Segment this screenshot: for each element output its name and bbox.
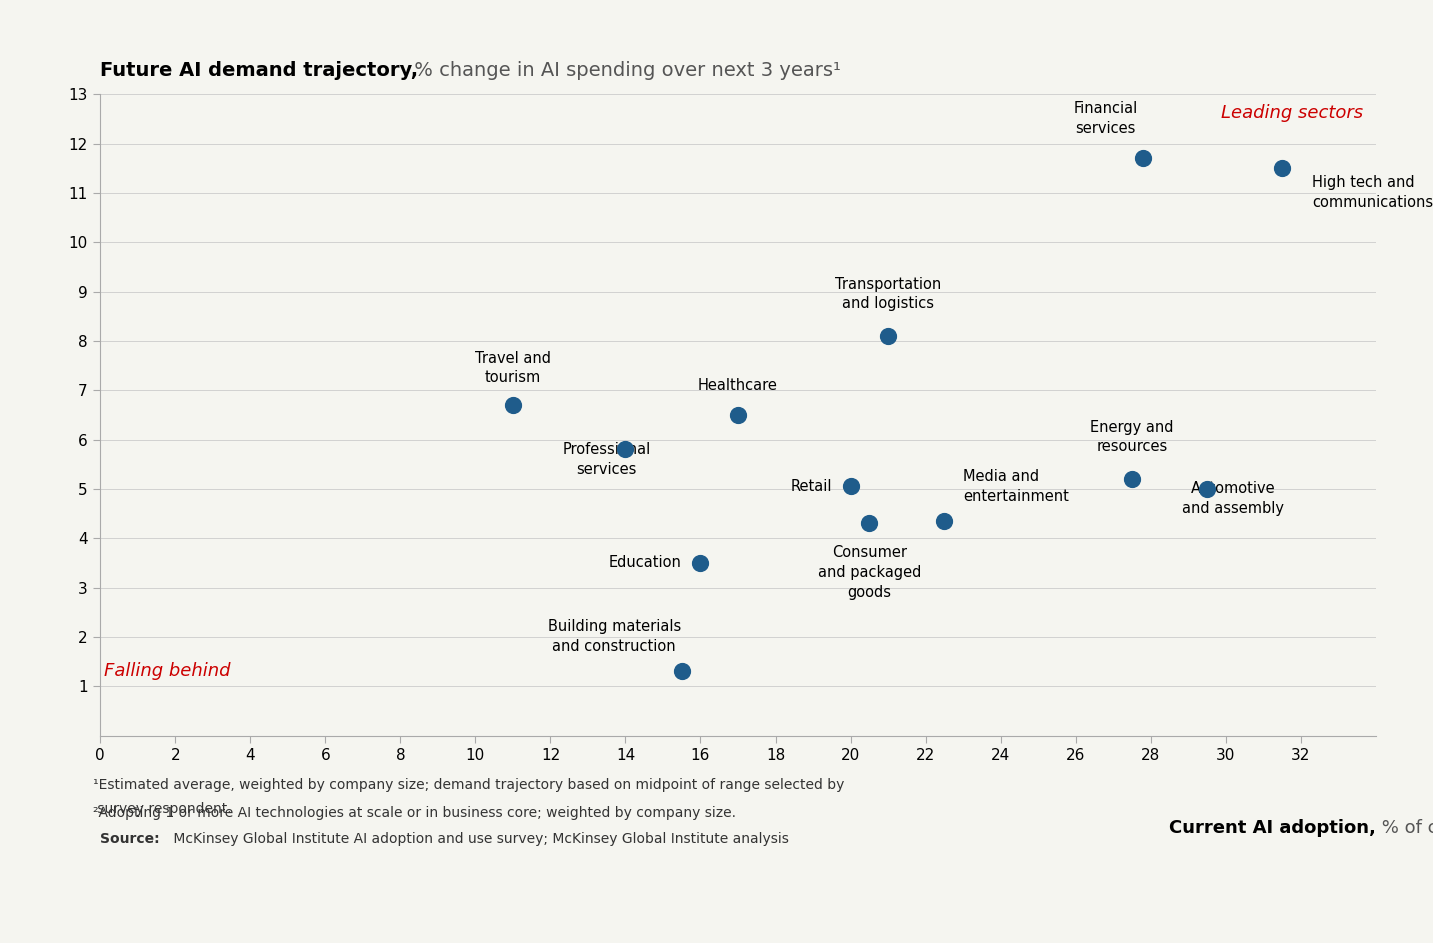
Text: Future AI demand trajectory,: Future AI demand trajectory, [100, 61, 418, 80]
Point [689, 555, 712, 571]
Text: Consumer
and packaged
goods: Consumer and packaged goods [818, 545, 921, 600]
Text: Automotive
and assembly: Automotive and assembly [1182, 481, 1284, 516]
Text: Healthcare: Healthcare [698, 378, 778, 392]
Point [502, 398, 524, 413]
Text: Travel and
tourism: Travel and tourism [474, 351, 550, 386]
Text: ¹Estimated average, weighted by company size; demand trajectory based on midpoin: ¹Estimated average, weighted by company … [93, 778, 844, 792]
Point [613, 442, 636, 457]
Point [1271, 160, 1294, 175]
Text: Building materials
and construction: Building materials and construction [547, 620, 681, 654]
Point [1195, 481, 1218, 496]
Point [877, 328, 900, 343]
Text: Education: Education [609, 555, 682, 571]
Text: Current AI adoption,: Current AI adoption, [1169, 819, 1376, 836]
Point [1132, 151, 1155, 166]
Text: Energy and
resources: Energy and resources [1091, 420, 1174, 455]
Text: Financial
services: Financial services [1073, 102, 1138, 136]
Text: ²Adopting 1 or more AI technologies at scale or in business core; weighted by co: ²Adopting 1 or more AI technologies at s… [93, 806, 737, 820]
Text: Retail: Retail [790, 479, 831, 494]
Text: Leading sectors: Leading sectors [1221, 104, 1363, 122]
Point [727, 407, 749, 422]
Point [840, 479, 863, 494]
Text: % change in AI spending over next 3 years¹: % change in AI spending over next 3 year… [408, 61, 841, 80]
Text: Professional
services: Professional services [563, 441, 651, 476]
Text: survey respondent.: survey respondent. [93, 802, 232, 816]
Point [1121, 472, 1144, 487]
Point [671, 664, 694, 679]
Text: Falling behind: Falling behind [105, 662, 231, 680]
Text: % of companies²: % of companies² [1376, 819, 1433, 836]
Text: Source:: Source: [100, 832, 160, 846]
Text: McKinsey Global Institute AI adoption and use survey; McKinsey Global Institute : McKinsey Global Institute AI adoption an… [169, 832, 790, 846]
Point [858, 516, 881, 531]
Text: Media and
entertainment: Media and entertainment [963, 469, 1069, 504]
Point [933, 513, 956, 528]
Text: High tech and
communications: High tech and communications [1311, 175, 1433, 210]
Text: Transportation
and logistics: Transportation and logistics [835, 276, 941, 311]
